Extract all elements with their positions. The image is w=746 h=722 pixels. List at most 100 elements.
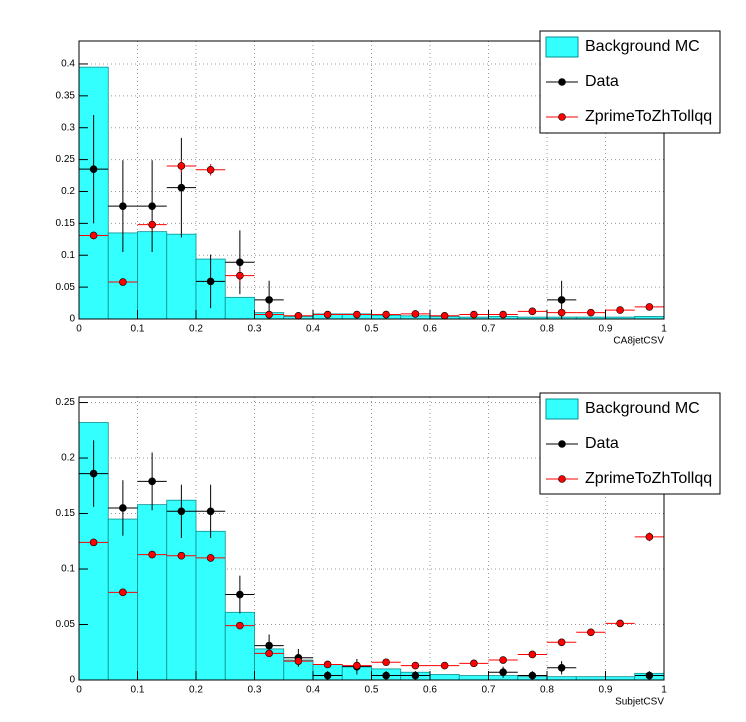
data-point bbox=[196, 554, 226, 562]
data-point bbox=[79, 231, 109, 240]
histogram-bar bbox=[166, 233, 197, 320]
marker bbox=[294, 312, 303, 320]
data-point bbox=[634, 671, 664, 680]
x-tick-label: 0.7 bbox=[482, 685, 496, 696]
y-tick-label: 0.2 bbox=[61, 453, 75, 464]
y-tick-label: 0.2 bbox=[61, 186, 75, 197]
x-tick-label: 0.9 bbox=[599, 324, 613, 335]
legend-swatch bbox=[558, 440, 566, 448]
marker bbox=[177, 551, 186, 560]
marker bbox=[557, 638, 566, 647]
data-point bbox=[576, 628, 606, 637]
x-tick-label: 1 bbox=[661, 685, 667, 696]
data-point bbox=[225, 575, 255, 614]
data-point bbox=[400, 661, 430, 670]
marker bbox=[148, 477, 156, 486]
x-tick-label: 0 bbox=[76, 324, 82, 335]
marker bbox=[148, 220, 156, 229]
marker bbox=[236, 258, 244, 267]
x-axis-label: CA8jetCSV bbox=[613, 336, 664, 347]
x-tick-label: 0.5 bbox=[365, 324, 379, 335]
x-tick-label: 0.9 bbox=[599, 685, 613, 696]
marker bbox=[645, 303, 654, 311]
marker bbox=[89, 165, 98, 173]
marker bbox=[382, 658, 390, 667]
marker bbox=[89, 538, 98, 547]
legend-label: Data bbox=[585, 435, 619, 452]
legend-label: Data bbox=[585, 73, 619, 90]
marker bbox=[323, 671, 332, 680]
marker bbox=[206, 507, 215, 516]
y-tick-label: 0.35 bbox=[56, 90, 76, 101]
x-tick-label: 0.4 bbox=[306, 685, 320, 696]
data-point bbox=[430, 312, 460, 320]
marker bbox=[119, 202, 127, 210]
marker bbox=[236, 271, 244, 280]
data-point bbox=[196, 164, 226, 176]
histogram-bar bbox=[224, 296, 255, 320]
data-point bbox=[225, 230, 255, 295]
marker bbox=[528, 671, 537, 680]
y-tick-label: 0.15 bbox=[56, 508, 76, 519]
data-point bbox=[79, 114, 109, 224]
data-point bbox=[313, 671, 343, 680]
data-point bbox=[488, 656, 518, 664]
marker bbox=[206, 165, 215, 174]
marker bbox=[587, 628, 595, 637]
data-point bbox=[576, 308, 606, 317]
histogram-bar bbox=[137, 504, 168, 681]
marker bbox=[353, 661, 361, 670]
marker bbox=[470, 659, 478, 668]
marker bbox=[557, 296, 566, 304]
data-point bbox=[459, 310, 489, 319]
data-point bbox=[254, 649, 284, 658]
marker bbox=[411, 661, 420, 670]
data-point bbox=[488, 666, 518, 678]
marker bbox=[616, 306, 624, 314]
marker bbox=[294, 657, 303, 665]
marker bbox=[323, 310, 332, 319]
data-point bbox=[400, 671, 430, 680]
data-point bbox=[371, 310, 401, 319]
data-point bbox=[225, 621, 255, 630]
marker bbox=[119, 588, 127, 597]
y-tick-label: 0.25 bbox=[56, 154, 76, 165]
marker bbox=[440, 661, 449, 670]
data-point bbox=[605, 619, 635, 628]
data-point bbox=[430, 661, 460, 670]
y-tick-label: 0.05 bbox=[56, 282, 76, 293]
data-point bbox=[459, 659, 489, 668]
data-point bbox=[108, 588, 138, 597]
marker bbox=[528, 650, 537, 659]
marker bbox=[499, 310, 507, 319]
marker bbox=[499, 656, 507, 664]
data-point bbox=[283, 657, 313, 665]
data-point bbox=[371, 658, 401, 667]
data-point bbox=[166, 137, 196, 238]
marker bbox=[557, 663, 566, 672]
marker bbox=[265, 310, 273, 319]
data-point bbox=[79, 440, 109, 507]
data-point bbox=[108, 480, 138, 536]
marker bbox=[89, 231, 98, 240]
x-tick-label: 0.7 bbox=[482, 324, 496, 335]
data-point bbox=[254, 310, 284, 319]
data-point bbox=[313, 310, 343, 319]
data-point bbox=[166, 159, 196, 173]
marker bbox=[148, 550, 156, 559]
x-axis-label: SubjetCSV bbox=[615, 697, 664, 708]
legend-swatch bbox=[558, 113, 566, 121]
legend-label: ZprimeToZhTollqq bbox=[585, 470, 712, 487]
histogram-bar bbox=[107, 518, 138, 681]
x-tick-label: 0.6 bbox=[423, 324, 437, 335]
data-point bbox=[166, 484, 196, 538]
data-point bbox=[137, 550, 167, 559]
legend-swatch bbox=[545, 36, 579, 58]
marker bbox=[236, 621, 244, 630]
y-tick-label: 0 bbox=[69, 314, 75, 325]
marker bbox=[470, 310, 478, 319]
y-tick-label: 0.05 bbox=[56, 619, 76, 630]
data-point bbox=[137, 452, 167, 511]
data-point bbox=[137, 220, 167, 230]
y-tick-label: 0.1 bbox=[61, 250, 75, 261]
